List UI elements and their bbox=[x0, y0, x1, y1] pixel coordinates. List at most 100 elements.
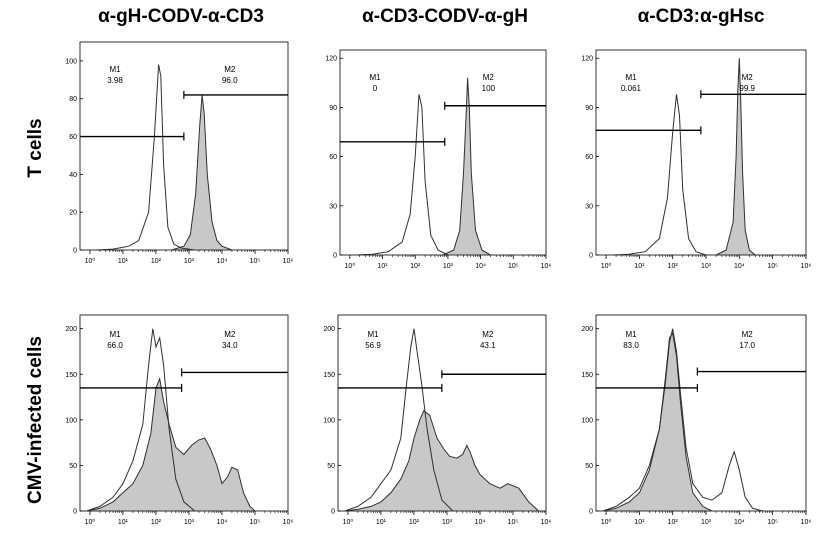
x-tick-label: 10⁶ bbox=[801, 519, 812, 526]
filled-histogram bbox=[442, 77, 493, 256]
y-tick-label: 80 bbox=[69, 96, 77, 103]
y-tick-label: 100 bbox=[323, 417, 335, 424]
y-tick-label: 60 bbox=[329, 154, 337, 161]
x-tick-label: 10⁰ bbox=[345, 262, 356, 270]
open-histogram bbox=[344, 328, 454, 512]
y-tick-label: 40 bbox=[69, 172, 77, 179]
gate-name-label: M1 bbox=[625, 73, 637, 82]
gate-name-label: M1 bbox=[367, 330, 379, 339]
gate-percent-label: 99.9 bbox=[739, 84, 755, 93]
gate-name-label: M2 bbox=[482, 330, 494, 339]
x-tick-label: 10⁶ bbox=[541, 519, 552, 526]
gate-name-label: M2 bbox=[224, 65, 236, 74]
gate-name-label: M1 bbox=[109, 65, 121, 74]
x-tick-label: 10² bbox=[668, 263, 679, 270]
x-tick-label: 10² bbox=[151, 258, 162, 265]
x-tick-label: 10⁴ bbox=[217, 519, 228, 526]
x-tick-label: 10³ bbox=[442, 519, 453, 526]
x-tick-label: 10⁵ bbox=[250, 519, 261, 526]
y-tick-label: 0 bbox=[73, 248, 77, 255]
x-tick-label: 10⁰ bbox=[85, 518, 96, 526]
x-tick-label: 10⁰ bbox=[601, 262, 612, 270]
y-tick-label: 150 bbox=[323, 372, 335, 379]
y-tick-label: 0 bbox=[331, 509, 335, 516]
x-tick-label: 10¹ bbox=[377, 263, 388, 270]
gate-percent-label: 43.1 bbox=[480, 341, 496, 350]
x-tick-label: 10³ bbox=[184, 519, 195, 526]
y-tick-label: 100 bbox=[581, 417, 593, 424]
x-tick-label: 10³ bbox=[443, 263, 454, 270]
x-tick-label: 10⁵ bbox=[767, 263, 778, 270]
column-title-3: α-CD3:α-gHsc bbox=[638, 6, 765, 27]
filled-histogram bbox=[171, 94, 233, 251]
x-tick-label: 10³ bbox=[701, 519, 712, 526]
x-tick-label: 10¹ bbox=[376, 519, 387, 526]
y-tick-label: 100 bbox=[65, 417, 77, 424]
y-tick-label: 60 bbox=[585, 154, 593, 161]
y-tick-label: 150 bbox=[581, 372, 593, 379]
y-tick-label: 120 bbox=[581, 56, 593, 63]
histogram-panels: 0 20 40 60 80 100 10⁰ 10¹ 10² 10³ 10⁴ 10⁵ 10⁶ M1 3.98 M… bbox=[65, 41, 812, 526]
x-tick-label: 10¹ bbox=[118, 258, 129, 265]
histogram-panel: 0 30 60 90 120 10⁰ 10¹ 10² 10³ 10⁴ 10⁵ 10⁶ M1 0 M2 100 bbox=[325, 49, 552, 270]
x-tick-label: 10⁰ bbox=[85, 257, 96, 265]
histogram-panel: 0 50 100 150 200 10⁰ 10¹ 10² 10³ 10⁴ 10⁵ 10⁶ M1 83.0 M… bbox=[581, 314, 812, 526]
gate-percent-label: 17.0 bbox=[739, 341, 755, 350]
x-tick-label: 10⁵ bbox=[250, 258, 261, 265]
x-tick-label: 10⁶ bbox=[801, 263, 812, 270]
x-tick-label: 10³ bbox=[184, 258, 195, 265]
x-tick-label: 10⁴ bbox=[475, 263, 486, 270]
open-histogram bbox=[611, 94, 707, 256]
x-tick-label: 10² bbox=[668, 519, 679, 526]
x-tick-label: 10⁵ bbox=[508, 519, 519, 526]
x-tick-label: 10² bbox=[410, 263, 421, 270]
gate-percent-label: 83.0 bbox=[623, 341, 639, 350]
filled-histogram bbox=[715, 58, 757, 256]
histogram-panel: 0 50 100 150 200 10⁰ 10¹ 10² 10³ 10⁴ 10⁵ 10⁶ M1 56.9 M… bbox=[323, 314, 552, 526]
gate-name-label: M1 bbox=[625, 330, 637, 339]
gate-percent-label: 3.98 bbox=[107, 76, 123, 85]
y-tick-label: 90 bbox=[329, 105, 337, 112]
x-tick-label: 10⁴ bbox=[217, 258, 228, 265]
x-tick-label: 10¹ bbox=[118, 519, 129, 526]
histogram-panel: 0 30 60 90 120 10⁰ 10¹ 10² 10³ 10⁴ 10⁵ 10⁶ M1 0.061 M2… bbox=[581, 49, 812, 270]
filled-histogram bbox=[602, 331, 713, 512]
open-histogram bbox=[86, 328, 196, 512]
y-tick-label: 20 bbox=[69, 210, 77, 217]
gate-name-label: M1 bbox=[369, 73, 381, 82]
row-title-t-cells: T cells bbox=[25, 118, 46, 177]
gate-percent-label: 96.0 bbox=[222, 76, 238, 85]
filled-histogram bbox=[344, 409, 540, 512]
x-tick-label: 10² bbox=[409, 519, 420, 526]
column-title-2: α-CD3-CODV-α-gH bbox=[362, 6, 528, 27]
y-tick-label: 60 bbox=[69, 134, 77, 141]
x-tick-label: 10⁰ bbox=[601, 518, 612, 526]
gate-name-label: M2 bbox=[742, 330, 754, 339]
y-tick-label: 0 bbox=[73, 509, 77, 516]
gate-name-label: M2 bbox=[224, 330, 236, 339]
x-tick-label: 10² bbox=[151, 519, 162, 526]
open-histogram bbox=[602, 328, 763, 512]
x-tick-label: 10⁵ bbox=[767, 519, 778, 526]
x-tick-label: 10⁶ bbox=[541, 263, 552, 270]
x-tick-label: 10⁰ bbox=[343, 518, 354, 526]
y-tick-label: 0 bbox=[589, 253, 593, 260]
y-tick-label: 30 bbox=[329, 203, 337, 210]
y-tick-label: 50 bbox=[585, 463, 593, 470]
y-tick-label: 0 bbox=[333, 253, 337, 260]
histogram-panel: 0 20 40 60 80 100 10⁰ 10¹ 10² 10³ 10⁴ 10⁵ 10⁶ M1 3.98 M… bbox=[65, 41, 293, 265]
gate-percent-label: 66.0 bbox=[107, 341, 123, 350]
y-tick-label: 100 bbox=[65, 58, 77, 65]
y-tick-label: 200 bbox=[581, 326, 593, 333]
x-tick-label: 10⁴ bbox=[734, 263, 745, 270]
y-tick-label: 0 bbox=[589, 509, 593, 516]
row-title-cmv-infected-cells: CMV-infected cells bbox=[25, 336, 46, 504]
x-tick-label: 10¹ bbox=[634, 263, 645, 270]
gate-name-label: M2 bbox=[742, 73, 754, 82]
gate-percent-label: 56.9 bbox=[365, 341, 381, 350]
gate-percent-label: 0 bbox=[373, 84, 378, 93]
y-tick-label: 30 bbox=[585, 203, 593, 210]
open-histogram bbox=[95, 64, 195, 251]
gate-percent-label: 100 bbox=[482, 84, 496, 93]
